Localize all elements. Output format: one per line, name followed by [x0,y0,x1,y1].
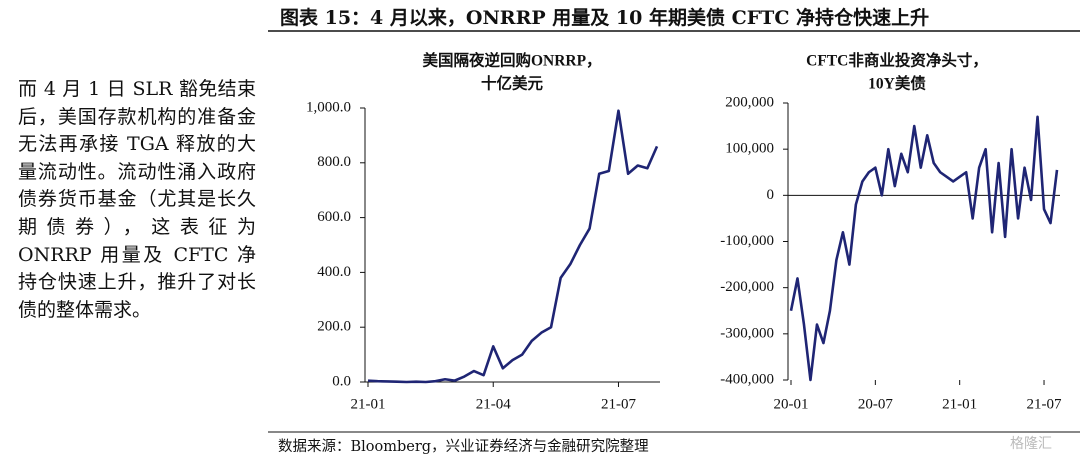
chart-title: 十亿美元 [481,74,544,93]
chart-title: 10Y美债 [868,74,926,93]
data-line [789,115,1059,382]
y-tick-label: 600.0 [317,209,351,225]
y-tick-label: -300,000 [720,325,774,341]
data-line [367,109,659,384]
y-tick-label: -400,000 [720,371,774,387]
chart-title: 美国隔夜逆回购ONRRP， [422,51,601,70]
body-text: 而 4 月 1 日 SLR 豁免结束后，美国存款机构的准备金无法再承接 TGA … [18,78,256,321]
y-tick-label: 200,000 [725,94,774,110]
x-tick-label: 21-01 [942,396,977,412]
y-tick-label: 400.0 [317,264,351,280]
y-tick-label: 1,000.0 [306,99,351,115]
x-tick-label: 21-04 [476,396,511,412]
x-tick-label: 20-07 [858,396,893,412]
y-tick-label: 800.0 [317,154,351,170]
y-tick-label: -200,000 [720,279,774,295]
y-tick-label: 0 [767,187,775,203]
chart-title: CFTC非商业投资净头寸， [806,51,988,70]
source-note: 数据来源：Bloomberg，兴业证券经济与金融研究院整理 [278,439,649,455]
y-tick-label: 100,000 [725,141,774,157]
x-tick-label: 21-07 [1027,396,1062,412]
x-tick-label: 21-01 [351,396,386,412]
x-tick-label: 21-07 [601,396,636,412]
x-tick-label: 20-01 [774,396,809,412]
watermark: 格隆汇 [1010,436,1052,452]
y-tick-label: 0.0 [332,373,351,389]
figure-title: 图表 15：4 月以来，ONRRP 用量及 10 年期美债 CFTC 净持仓快速… [280,7,930,29]
y-tick-label: 200.0 [317,319,351,335]
y-tick-label: -100,000 [720,233,774,249]
